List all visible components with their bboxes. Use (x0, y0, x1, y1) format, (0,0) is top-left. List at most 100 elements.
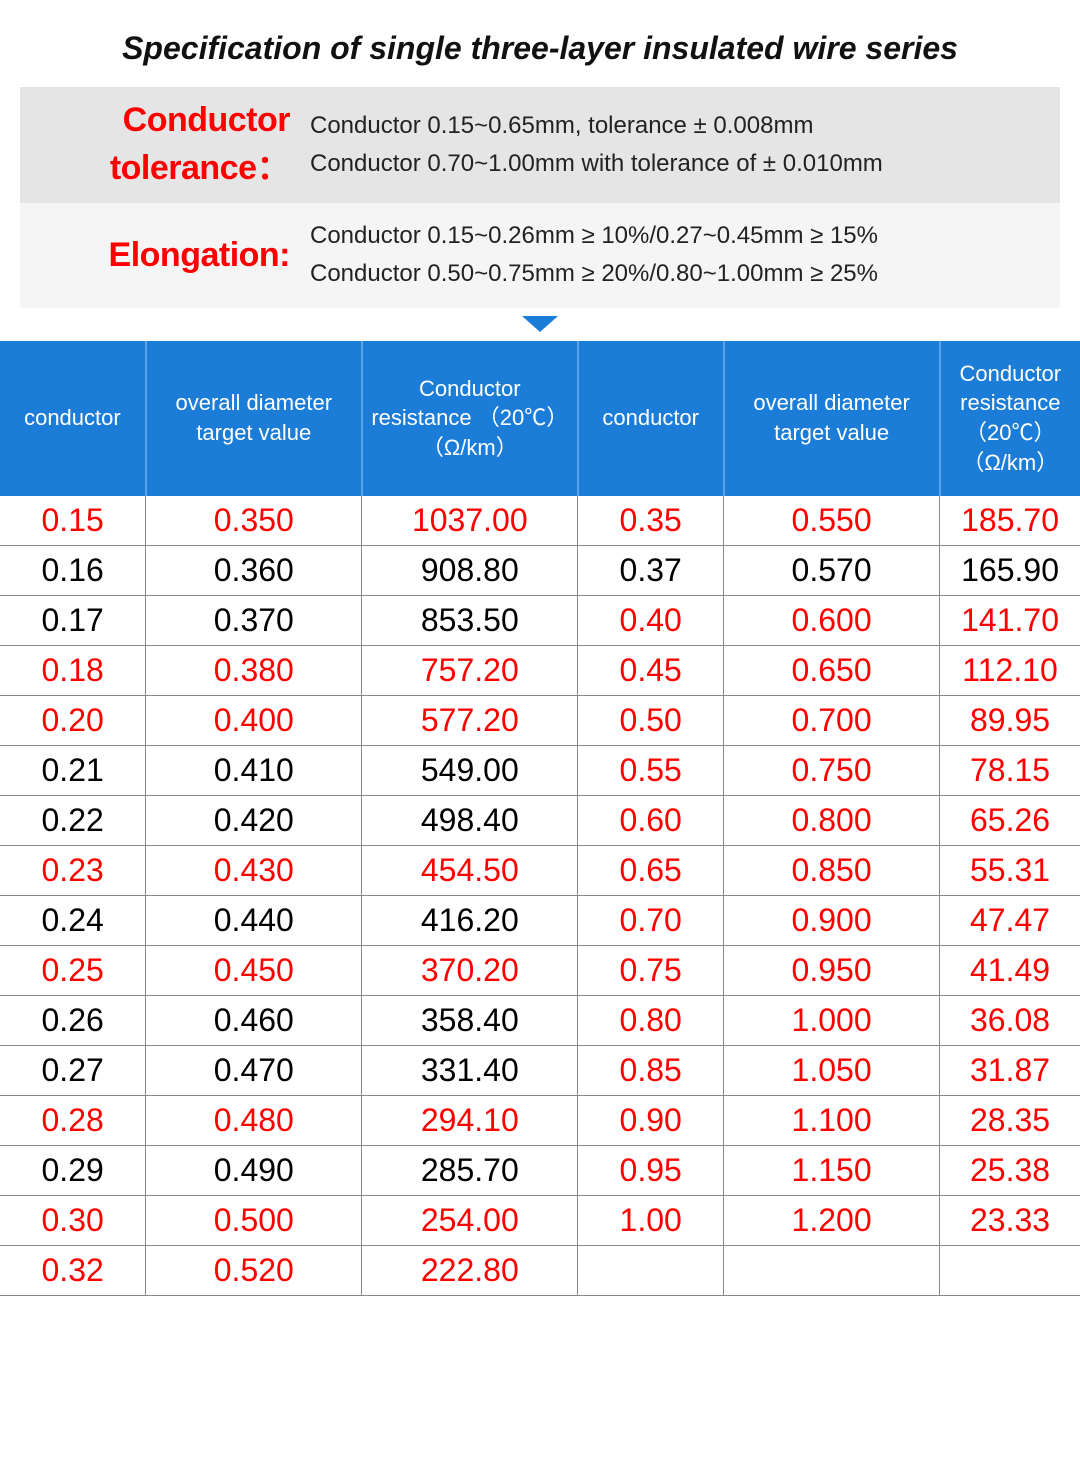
table-cell: 1.150 (724, 1145, 940, 1195)
table-cell: 0.20 (0, 695, 146, 745)
table-cell: 28.35 (940, 1095, 1080, 1145)
table-row: 0.230.430454.500.650.85055.31 (0, 845, 1080, 895)
table-cell: 853.50 (362, 595, 578, 645)
table-cell: 0.80 (578, 995, 724, 1045)
elongation-box: Elongation: Conductor 0.15~0.26mm ≥ 10%/… (20, 203, 1060, 308)
table-row: 0.240.440416.200.700.90047.47 (0, 895, 1080, 945)
table-cell: 0.50 (578, 695, 724, 745)
table-cell: 549.00 (362, 745, 578, 795)
table-cell: 0.420 (146, 795, 362, 845)
table-cell (940, 1245, 1080, 1295)
table-cell: 0.18 (0, 645, 146, 695)
table-cell: 65.26 (940, 795, 1080, 845)
table-cell: 0.95 (578, 1145, 724, 1195)
table-row: 0.280.480294.100.901.10028.35 (0, 1095, 1080, 1145)
table-cell: 0.24 (0, 895, 146, 945)
table-cell: 0.85 (578, 1045, 724, 1095)
table-cell: 370.20 (362, 945, 578, 995)
table-header-cell: overall diameter target value (146, 341, 362, 496)
elongation-label: Elongation: (40, 236, 310, 275)
table-cell: 0.16 (0, 545, 146, 595)
table-cell: 0.350 (146, 496, 362, 546)
conductor-tolerance-label: Conductor tolerance： (40, 101, 310, 189)
table-row: 0.210.410549.000.550.75078.15 (0, 745, 1080, 795)
table-cell: 0.37 (578, 545, 724, 595)
table-cell: 1037.00 (362, 496, 578, 546)
table-cell: 0.570 (724, 545, 940, 595)
table-cell: 41.49 (940, 945, 1080, 995)
elongation-line1: Conductor 0.15~0.26mm ≥ 10%/0.27~0.45mm … (310, 217, 1040, 255)
table-header-cell: conductor (0, 341, 146, 496)
table-cell: 0.800 (724, 795, 940, 845)
elongation-line2: Conductor 0.50~0.75mm ≥ 20%/0.80~1.00mm … (310, 255, 1040, 293)
table-cell: 0.370 (146, 595, 362, 645)
table-cell: 416.20 (362, 895, 578, 945)
conductor-tolerance-lines: Conductor 0.15~0.65mm, tolerance ± 0.008… (310, 107, 1040, 184)
table-cell: 23.33 (940, 1195, 1080, 1245)
conductor-tolerance-box: Conductor tolerance： Conductor 0.15~0.65… (20, 87, 1060, 203)
table-body: 0.150.3501037.000.350.550185.700.160.360… (0, 496, 1080, 1296)
conductor-tolerance-line2: Conductor 0.70~1.00mm with tolerance of … (310, 145, 1040, 183)
table-cell: 25.38 (940, 1145, 1080, 1195)
table-cell: 0.430 (146, 845, 362, 895)
conductor-tolerance-line1: Conductor 0.15~0.65mm, tolerance ± 0.008… (310, 107, 1040, 145)
table-row: 0.320.520222.80 (0, 1245, 1080, 1295)
table-row: 0.180.380757.200.450.650112.10 (0, 645, 1080, 695)
table-cell: 908.80 (362, 545, 578, 595)
table-cell: 0.750 (724, 745, 940, 795)
table-row: 0.200.400577.200.500.70089.95 (0, 695, 1080, 745)
table-row: 0.260.460358.400.801.00036.08 (0, 995, 1080, 1045)
table-cell: 0.520 (146, 1245, 362, 1295)
table-header-cell: Conductor resistance （20℃）（Ω/km） (940, 341, 1080, 496)
table-cell: 36.08 (940, 995, 1080, 1045)
table-cell: 0.460 (146, 995, 362, 1045)
table-header: conductoroverall diameter target valueCo… (0, 341, 1080, 496)
table-cell: 0.25 (0, 945, 146, 995)
table-cell: 0.29 (0, 1145, 146, 1195)
table-cell: 0.26 (0, 995, 146, 1045)
table-cell: 0.22 (0, 795, 146, 845)
table-cell: 1.00 (578, 1195, 724, 1245)
table-cell: 1.050 (724, 1045, 940, 1095)
table-header-cell: Conductor resistance （20℃）（Ω/km） (362, 341, 578, 496)
table-cell: 0.380 (146, 645, 362, 695)
table-cell: 55.31 (940, 845, 1080, 895)
table-cell: 0.700 (724, 695, 940, 745)
table-row: 0.270.470331.400.851.05031.87 (0, 1045, 1080, 1095)
table-cell: 78.15 (940, 745, 1080, 795)
table-cell: 0.65 (578, 845, 724, 895)
table-cell: 454.50 (362, 845, 578, 895)
table-cell: 0.55 (578, 745, 724, 795)
table-cell: 165.90 (940, 545, 1080, 595)
table-row: 0.250.450370.200.750.95041.49 (0, 945, 1080, 995)
table-cell: 112.10 (940, 645, 1080, 695)
table-cell: 185.70 (940, 496, 1080, 546)
table-cell: 47.47 (940, 895, 1080, 945)
table-cell: 358.40 (362, 995, 578, 1045)
table-cell: 1.100 (724, 1095, 940, 1145)
table-cell: 294.10 (362, 1095, 578, 1145)
table-cell: 0.30 (0, 1195, 146, 1245)
arrow-down-icon (0, 308, 1080, 341)
table-cell: 0.21 (0, 745, 146, 795)
table-cell: 0.15 (0, 496, 146, 546)
table-cell: 0.480 (146, 1095, 362, 1145)
table-cell: 0.60 (578, 795, 724, 845)
elongation-lines: Conductor 0.15~0.26mm ≥ 10%/0.27~0.45mm … (310, 217, 1040, 294)
table-cell: 0.70 (578, 895, 724, 945)
table-cell: 0.440 (146, 895, 362, 945)
spec-table: conductoroverall diameter target valueCo… (0, 341, 1080, 1296)
table-cell: 0.550 (724, 496, 940, 546)
table-cell: 0.23 (0, 845, 146, 895)
table-cell: 0.35 (578, 496, 724, 546)
page-title: Specification of single three-layer insu… (0, 0, 1080, 87)
table-row: 0.150.3501037.000.350.550185.70 (0, 496, 1080, 546)
table-header-cell: overall diameter target value (724, 341, 940, 496)
table-cell: 0.28 (0, 1095, 146, 1145)
table-cell: 498.40 (362, 795, 578, 845)
table-cell: 0.75 (578, 945, 724, 995)
table-cell: 222.80 (362, 1245, 578, 1295)
table-cell: 285.70 (362, 1145, 578, 1195)
table-cell: 331.40 (362, 1045, 578, 1095)
table-cell: 0.400 (146, 695, 362, 745)
